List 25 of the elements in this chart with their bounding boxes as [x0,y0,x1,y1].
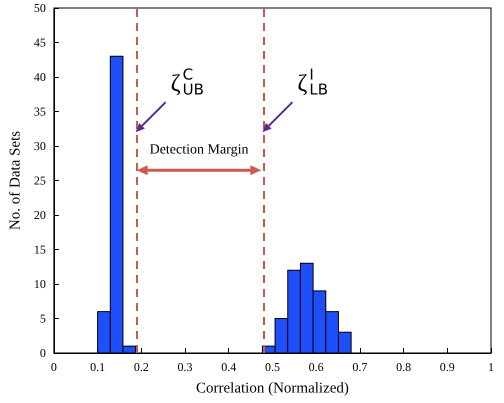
y-tick-label: 10 [34,277,46,291]
y-tick-label: 50 [34,1,46,15]
y-tick-label: 0 [40,346,46,360]
x-tick-label: 1 [488,360,494,374]
x-tick-label: 0.3 [178,360,193,374]
y-tick-label: 40 [34,70,46,84]
y-tick-label: 35 [34,104,46,118]
y-tick-label: 30 [34,139,46,153]
y-tick-label: 25 [34,174,46,188]
x-tick-label: 0.9 [440,360,455,374]
y-tick-label: 15 [34,242,46,256]
x-axis-title: Correlation (Normalized) [196,380,349,396]
x-tick-label: 0 [50,360,57,374]
y-tick-label: 45 [34,36,46,50]
x-tick-label: 0.4 [221,360,236,374]
x-tick-label: 0.5 [264,360,280,374]
y-tick-label: 5 [40,312,46,326]
x-tick-label: 0.7 [352,360,368,374]
y-tick-label: 20 [34,208,46,222]
x-tick-label: 0.8 [396,360,412,374]
x-tick-label: 0.2 [134,360,149,374]
x-tick-label: 0.6 [308,360,324,374]
x-tick-label: 0.1 [90,360,106,374]
annotation: Detection Margin [150,142,248,158]
y-axis-title: No. of Data Sets [8,130,24,230]
